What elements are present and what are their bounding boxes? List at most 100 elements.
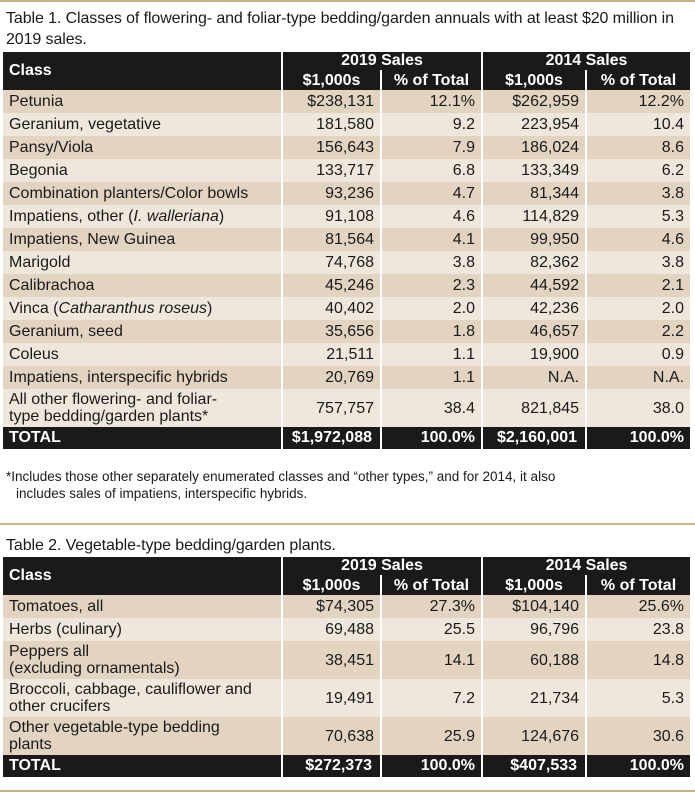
table2-header-pct-2014: % of Total: [586, 575, 691, 595]
row-pct-2014: 3.8: [586, 251, 691, 274]
row-sales-2019: 21,511: [282, 343, 382, 366]
row-sales-2019: 69,488: [282, 618, 382, 641]
row-pct-2014: 2.2: [586, 320, 691, 343]
row-class: Begonia: [3, 159, 283, 182]
row-pct-2019: 4.1: [381, 228, 484, 251]
table1-footnote: *Includes those other separately enumera…: [6, 469, 556, 501]
row-pct-2019: 4.7: [381, 182, 484, 205]
row-pct-2019: 4.6: [381, 205, 484, 228]
row-class: Impatiens, other (I. walleriana): [3, 205, 283, 228]
table2-caption: Table 2. Vegetable-type bedding/garden p…: [6, 537, 336, 554]
table-row: Impatiens, interspecific hybrids 20,769 …: [3, 366, 691, 389]
table-row: Tomatoes, all $74,305 27.3% $104,140 25.…: [3, 595, 691, 618]
row-sales-2019: 35,656: [282, 320, 382, 343]
table-row: Combination planters/Color bowls 93,236 …: [3, 182, 691, 205]
row-class: Peppers all (excluding ornamentals): [3, 641, 283, 679]
table1-caption: Table 1. Classes of flowering- and folia…: [6, 10, 674, 48]
row-pct-2019: 1.1: [381, 366, 484, 389]
row-sales-2014: 81,344: [482, 182, 588, 205]
row-sales-2014: 186,024: [482, 136, 588, 159]
table2-header-unit-2014: $1,000s: [482, 575, 588, 595]
table-total-row: TOTAL $1,972,088 100.0% $2,160,001 100.0…: [3, 427, 691, 449]
total-pct-2019: 100.0%: [381, 427, 484, 449]
row-pct-2019: 2.3: [381, 274, 484, 297]
row-pct-2019: 9.2: [381, 113, 484, 136]
row-sales-2019: 91,108: [282, 205, 382, 228]
row-sales-2014: 821,845: [482, 389, 588, 427]
table-row: Pansy/Viola 156,643 7.9 186,024 8.6: [3, 136, 691, 159]
table-row: Marigold 74,768 3.8 82,362 3.8: [3, 251, 691, 274]
total-sales-2019: $1,972,088: [282, 427, 382, 449]
total-pct-2019: 100.0%: [381, 755, 484, 777]
table-row: Geranium, vegetative 181,580 9.2 223,954…: [3, 113, 691, 136]
row-pct-2014: 30.6: [586, 717, 691, 755]
row-sales-2014: 223,954: [482, 113, 588, 136]
row-pct-2019: 3.8: [381, 251, 484, 274]
row-class: Coleus: [3, 343, 283, 366]
row-class: Geranium, seed: [3, 320, 283, 343]
row-sales-2019: 133,717: [282, 159, 382, 182]
row-pct-2014: 6.2: [586, 159, 691, 182]
table-row: Calibrachoa 45,246 2.3 44,592 2.1: [3, 274, 691, 297]
table2: Class 2019 Sales 2014 Sales $1,000s % of…: [3, 557, 691, 777]
bottom-rule: [0, 790, 695, 792]
row-pct-2014: 5.3: [586, 679, 691, 717]
row-pct-2014: 5.3: [586, 205, 691, 228]
row-class: All other flowering- and foliar-type bed…: [3, 389, 283, 427]
table2-header-2014: 2014 Sales: [482, 557, 691, 576]
table-row: Impatiens, other (I. walleriana) 91,108 …: [3, 205, 691, 228]
row-sales-2014: 21,734: [482, 679, 588, 717]
row-pct-2014: 4.6: [586, 228, 691, 251]
row-pct-2014: 10.4: [586, 113, 691, 136]
row-class: Marigold: [3, 251, 283, 274]
row-class: Impatiens, interspecific hybrids: [3, 366, 283, 389]
row-pct-2019: 12.1%: [381, 90, 484, 113]
row-sales-2019: 38,451: [282, 641, 382, 679]
row-sales-2019: 757,757: [282, 389, 382, 427]
total-pct-2014: 100.0%: [586, 755, 691, 777]
row-sales-2014: N.A.: [482, 366, 588, 389]
row-pct-2019: 27.3%: [381, 595, 484, 618]
row-pct-2019: 1.1: [381, 343, 484, 366]
row-sales-2019: 156,643: [282, 136, 382, 159]
top-rule: [0, 0, 695, 2]
row-pct-2014: 8.6: [586, 136, 691, 159]
row-sales-2014: 46,657: [482, 320, 588, 343]
table-row: Herbs (culinary) 69,488 25.5 96,796 23.8: [3, 618, 691, 641]
table1-header-unit-2014: $1,000s: [482, 70, 588, 90]
table-row: Coleus 21,511 1.1 19,900 0.9: [3, 343, 691, 366]
table-row: Vinca (Catharanthus roseus) 40,402 2.0 4…: [3, 297, 691, 320]
table1-header-2019: 2019 Sales: [282, 52, 484, 71]
row-sales-2014: 42,236: [482, 297, 588, 320]
table2-header-pct-2019: % of Total: [381, 575, 484, 595]
row-sales-2014: $104,140: [482, 595, 588, 618]
table-total-row: TOTAL $272,373 100.0% $407,533 100.0%: [3, 755, 691, 777]
row-sales-2014: 82,362: [482, 251, 588, 274]
row-pct-2014: 12.2%: [586, 90, 691, 113]
row-pct-2019: 7.2: [381, 679, 484, 717]
row-pct-2014: 0.9: [586, 343, 691, 366]
row-pct-2014: 2.1: [586, 274, 691, 297]
table2-header-2019: 2019 Sales: [282, 557, 484, 576]
row-sales-2014: 19,900: [482, 343, 588, 366]
table-row: Geranium, seed 35,656 1.8 46,657 2.2: [3, 320, 691, 343]
row-pct-2014: 23.8: [586, 618, 691, 641]
row-sales-2014: $262,959: [482, 90, 588, 113]
row-sales-2019: 74,768: [282, 251, 382, 274]
row-sales-2019: 45,246: [282, 274, 382, 297]
row-sales-2019: 81,564: [282, 228, 382, 251]
table-row: Broccoli, cabbage, cauliflower and other …: [3, 679, 691, 717]
row-sales-2014: 133,349: [482, 159, 588, 182]
row-sales-2019: 181,580: [282, 113, 382, 136]
row-class: Petunia: [3, 90, 283, 113]
row-sales-2014: 124,676: [482, 717, 588, 755]
row-class: Pansy/Viola: [3, 136, 283, 159]
row-pct-2019: 1.8: [381, 320, 484, 343]
total-sales-2019: $272,373: [282, 755, 382, 777]
row-class: Other vegetable-type bedding plants: [3, 717, 283, 755]
middle-rule: [0, 523, 695, 525]
table-row: Other vegetable-type bedding plants 70,63…: [3, 717, 691, 755]
row-sales-2014: 114,829: [482, 205, 588, 228]
row-pct-2019: 25.5: [381, 618, 484, 641]
table-row: Impatiens, New Guinea 81,564 4.1 99,950 …: [3, 228, 691, 251]
